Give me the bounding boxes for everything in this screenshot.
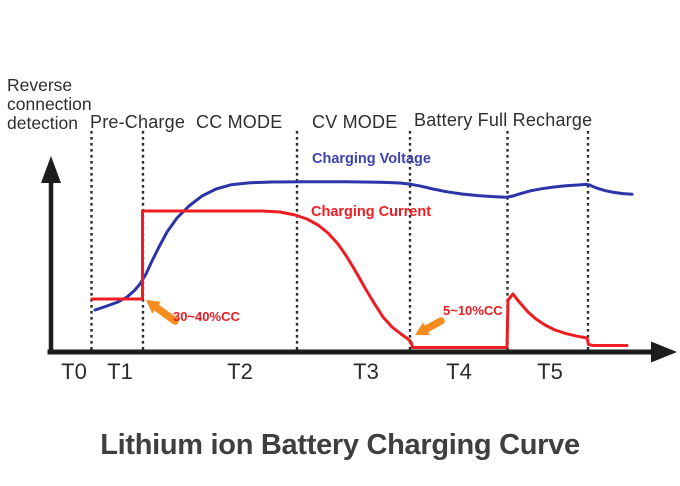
phase-label-cv-mode: CV MODE	[312, 112, 398, 132]
x-tick-label-t0: T0	[61, 359, 87, 384]
precharge-current-annotation: 30~40%CC	[173, 309, 240, 324]
reverse-connection-detection-label: Reverse connection detection	[7, 75, 92, 133]
charging-current-label: Charging Current	[311, 204, 432, 220]
x-tick-label-t3: T3	[353, 359, 379, 384]
phase-label-pre-charge: Pre-Charge	[90, 112, 186, 132]
phase-label-battery-full-recharge: Battery Full Recharge	[414, 110, 593, 130]
x-tick-label-t1: T1	[107, 359, 133, 384]
phase-label-cc-mode: CC MODE	[196, 112, 283, 132]
cutoff-current-annotation: 5~10%CC	[443, 303, 503, 318]
charging-voltage-label: Charging Voltage	[312, 151, 431, 167]
x-tick-label-t4: T4	[446, 359, 472, 384]
x-tick-label-t5: T5	[537, 359, 563, 384]
figure-title: Lithium ion Battery Charging Curve	[100, 429, 580, 461]
x-tick-label-t2: T2	[227, 359, 253, 384]
